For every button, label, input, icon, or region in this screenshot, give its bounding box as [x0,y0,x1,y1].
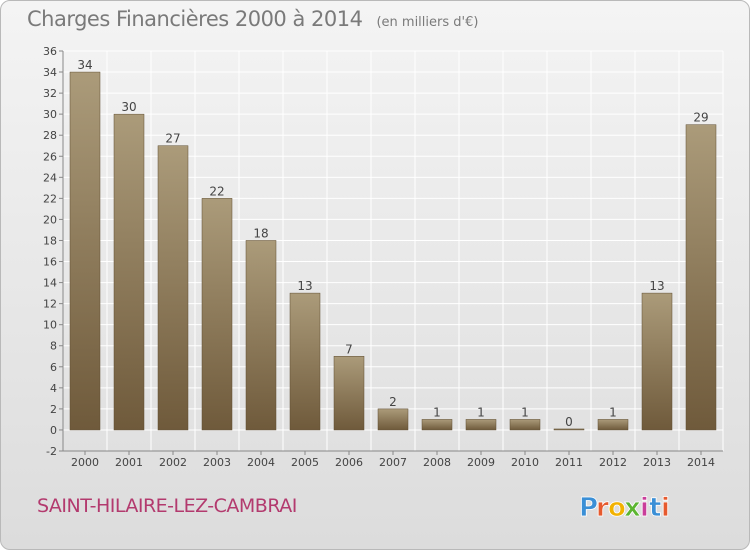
bar-2001 [113,113,145,431]
x-tick-label: 2014 [687,456,715,469]
y-tick-label: 28 [43,129,57,142]
x-tick-label: 2003 [203,456,231,469]
y-tick-label: 36 [43,45,57,58]
commune-name: SAINT-HILAIRE-LEZ-CAMBRAI [37,495,297,517]
x-tick-label: 2010 [511,456,539,469]
logo-letter: i [640,493,649,523]
x-tick-label: 2007 [379,456,407,469]
chart-title-main: Charges Financières 2000 à 2014 [27,7,363,31]
bar-2004 [245,240,277,431]
proxiti-logo: Pr ox i t i [579,493,671,524]
data-label-2000: 34 [77,58,92,72]
bar-2006 [333,356,365,431]
data-label-2013: 13 [649,279,664,293]
data-label-2001: 30 [121,100,136,114]
y-tick-label: 26 [43,150,57,163]
x-tick-label: 2012 [599,456,627,469]
y-tick-label: 8 [50,340,57,353]
chart-title: Charges Financières 2000 à 2014 (en milli… [27,7,478,31]
logo-letter: i [661,493,670,523]
x-tick-label: 2005 [291,456,319,469]
data-label-2003: 22 [209,184,224,198]
bar-2013 [641,292,673,431]
bar-2009 [465,419,497,431]
bar-2010 [509,419,541,431]
y-tick-label: 20 [43,213,57,226]
x-tick-label: 2001 [115,456,143,469]
y-tick-label: 32 [43,87,57,100]
y-tick-label: 14 [43,277,57,290]
y-tick-label: 6 [50,361,57,374]
y-tick-label: 12 [43,298,57,311]
x-tick-label: 2009 [467,456,495,469]
y-tick-label: 0 [50,424,57,437]
label-layer: 34 30 27 22 18 13 7 2 1 1 1 0 1 13 29 [77,58,708,429]
bar-2008 [421,419,453,431]
y-tick-label: 18 [43,234,57,247]
data-label-2005: 13 [297,279,312,293]
x-tick-label: 2006 [335,456,363,469]
bar-2000 [69,71,101,431]
x-tick-label: 2004 [247,456,275,469]
x-tick-label: 2002 [159,456,187,469]
logo-letter: P [579,493,598,523]
data-label-2012: 1 [609,405,617,419]
y-tick-label: 22 [43,192,57,205]
bar-2002 [157,145,189,431]
data-label-2002: 27 [165,132,180,146]
data-label-2009: 1 [477,405,485,419]
logo-letter: t [649,493,661,523]
data-label-2008: 1 [433,405,441,419]
logo-letters: Pr ox i t i [579,493,671,524]
data-label-2007: 2 [389,395,397,409]
x-tick-label: 2000 [71,456,99,469]
bar-2012 [597,419,629,431]
y-tick-label: 4 [50,382,57,395]
bar-2014 [685,124,717,431]
data-label-2010: 1 [521,405,529,419]
data-label-2011: 0 [565,415,573,429]
data-label-2006: 7 [345,342,353,356]
y-tick-label: 24 [43,171,57,184]
chart-title-unit: (en milliers d'€) [376,15,479,30]
y-tick-label: 30 [43,108,57,121]
bar-layer [69,71,717,431]
x-tick-label: 2011 [555,456,583,469]
x-tick-label: 2013 [643,456,671,469]
y-tick-label: -2 [46,445,57,458]
logo-letter: o [608,493,626,523]
data-label-2004: 18 [253,226,268,240]
bar-2011 [553,428,585,431]
y-tick-label: 16 [43,256,57,269]
y-tick-label: 34 [43,66,57,79]
logo-letter: x [624,493,641,523]
y-tick-label: 2 [50,403,57,416]
bar-2005 [289,292,321,431]
logo-letter: r [596,493,609,523]
data-label-2014: 29 [693,111,708,125]
x-tick-label: 2008 [423,456,451,469]
bar-2003 [201,198,233,431]
bar-2007 [377,408,409,431]
y-tick-label: 10 [43,319,57,332]
